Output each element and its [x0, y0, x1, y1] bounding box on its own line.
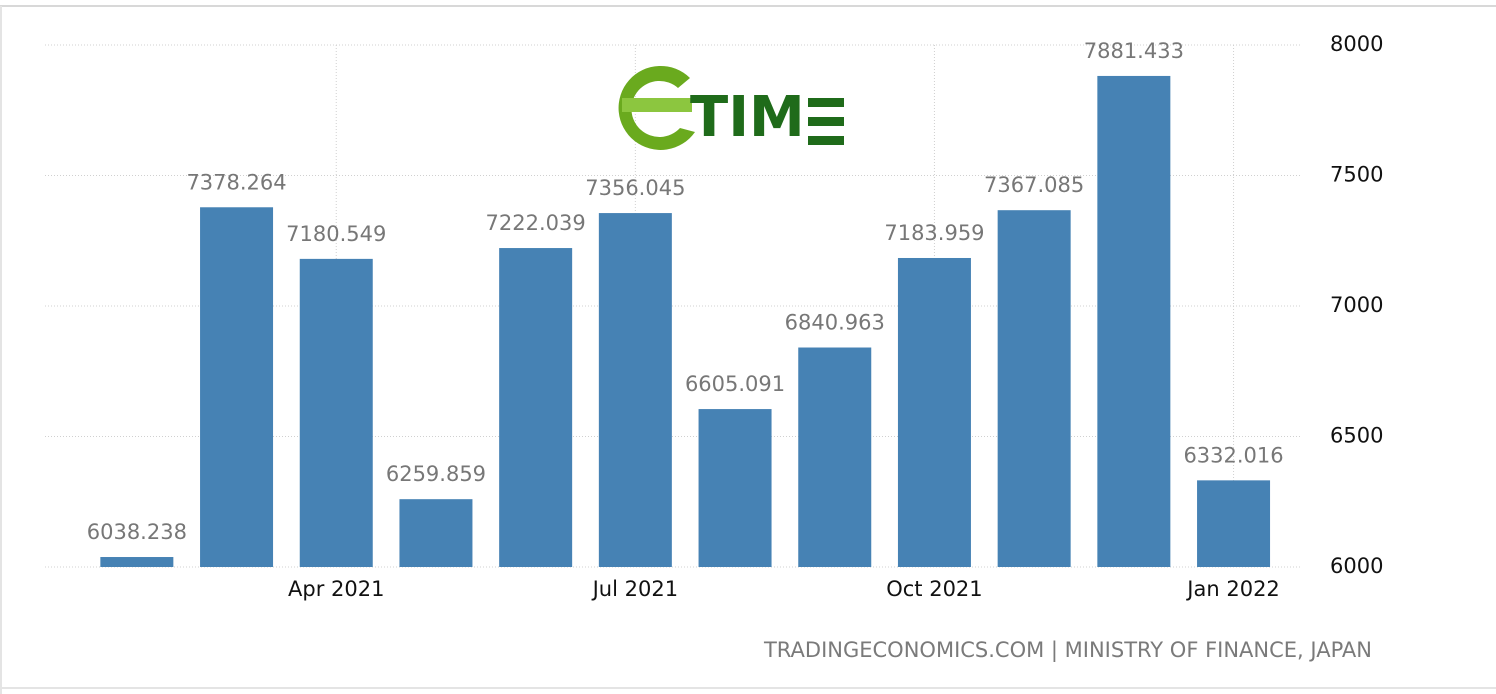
- bar: [598, 213, 672, 567]
- bar: [897, 257, 971, 567]
- value-label: 7367.085: [984, 173, 1084, 197]
- value-label: 7183.959: [884, 221, 984, 245]
- y-tick-label: 6500: [1330, 424, 1383, 448]
- logo: TIM: [618, 65, 844, 150]
- value-label: 7222.039: [486, 211, 586, 235]
- bar: [100, 557, 174, 567]
- value-label: 7881.433: [1084, 39, 1184, 63]
- bar: [399, 499, 473, 567]
- bar: [698, 409, 772, 567]
- y-tick-label: 8000: [1330, 32, 1383, 56]
- y-tick-label: 7500: [1330, 163, 1383, 187]
- source: TRADINGECONOMICS.COM | MINISTRY OF FINAN…: [763, 638, 1372, 663]
- value-label: 7180.549: [286, 222, 386, 246]
- value-label: 7356.045: [585, 176, 685, 200]
- logo-e-ring: [618, 65, 695, 150]
- value-label: 7378.264: [186, 170, 286, 194]
- bar: [798, 347, 872, 567]
- x-tick-label: Apr 2021: [288, 577, 384, 601]
- x-tick-label: Jan 2022: [1185, 577, 1280, 601]
- logo-e-stroke: [808, 117, 844, 126]
- bar: [1197, 480, 1271, 567]
- x-tick-label: Oct 2021: [886, 577, 982, 601]
- x-tick-label: Jul 2021: [591, 577, 678, 601]
- logo-text: TIM: [690, 85, 805, 150]
- bar: [200, 207, 274, 567]
- value-label: 6332.016: [1183, 443, 1283, 467]
- value-label: 6038.238: [87, 520, 187, 544]
- logo-e-bar: [622, 98, 692, 112]
- y-tick-label: 6000: [1330, 554, 1383, 578]
- bar: [499, 248, 573, 567]
- y-tick-label: 7000: [1330, 293, 1383, 317]
- value-label: 6840.963: [785, 311, 885, 335]
- bar: [1097, 75, 1171, 567]
- logo-e-stroke: [808, 136, 844, 145]
- logo-e-stroke: [808, 98, 844, 107]
- bar: [997, 210, 1071, 568]
- value-label: 6259.859: [386, 462, 486, 486]
- bar: [299, 258, 373, 567]
- value-label: 6605.091: [685, 372, 785, 396]
